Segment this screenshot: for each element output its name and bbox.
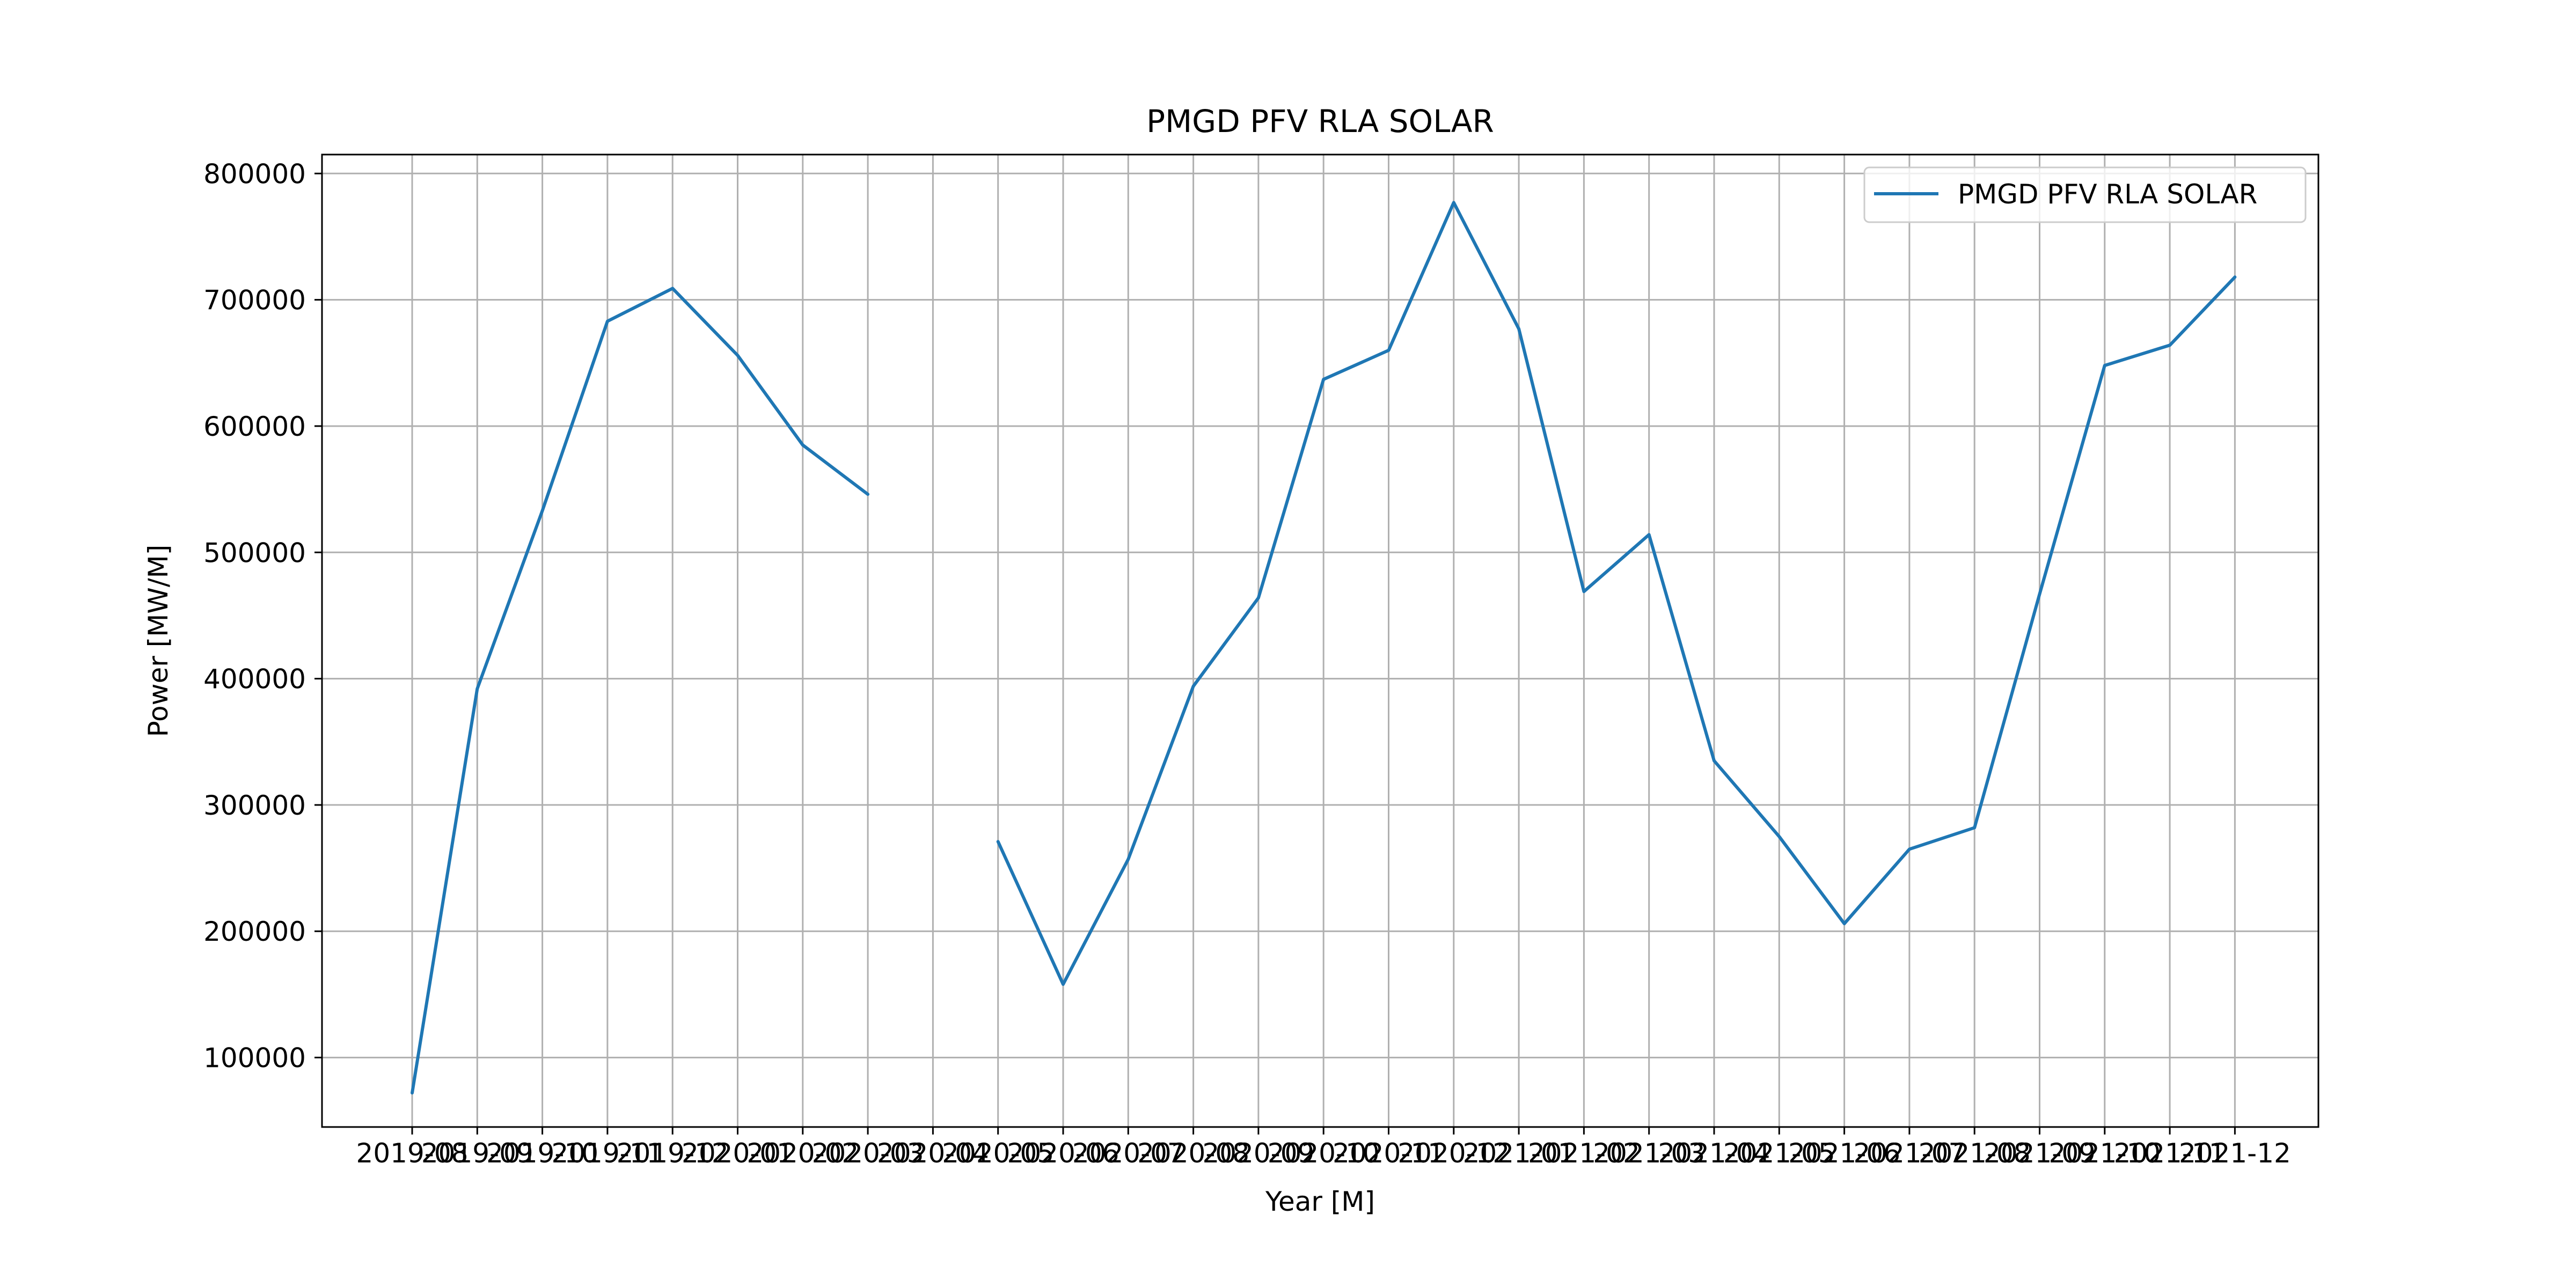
legend-box	[1863, 166, 2307, 223]
x-tick-label: 2020-03	[812, 1138, 924, 1169]
x-tick-label: 2019-12	[617, 1138, 729, 1169]
series-lines	[411, 201, 2237, 1095]
x-tick-label: 2021-06	[1788, 1138, 1900, 1169]
y-tick-label: 300000	[203, 790, 306, 821]
x-tick-label: 2021-02	[1528, 1138, 1640, 1169]
y-tick-label: 400000	[203, 664, 306, 695]
grid-lines	[322, 155, 2318, 1127]
x-axis-label: Year [M]	[1265, 1186, 1375, 1217]
x-tick-label: 2020-11	[1333, 1138, 1445, 1169]
x-tick-label: 2021-05	[1723, 1138, 1835, 1169]
axis-ticks: 2019-082019-092019-102019-112019-122020-…	[203, 158, 2291, 1169]
y-tick-label: 700000	[203, 285, 306, 316]
x-tick-label: 2021-10	[2048, 1138, 2161, 1169]
legend: PMGD PFV RLA SOLAR	[1863, 166, 2307, 223]
x-tick-label: 2021-03	[1593, 1138, 1705, 1169]
x-tick-label: 2020-08	[1137, 1138, 1249, 1169]
x-tick-label: 2019-09	[421, 1138, 533, 1169]
x-tick-label: 2021-01	[1463, 1138, 1575, 1169]
x-tick-label: 2021-12	[2179, 1138, 2291, 1169]
y-tick-label: 800000	[203, 158, 306, 189]
x-tick-label: 2020-07	[1072, 1138, 1184, 1169]
x-tick-label: 2020-04	[877, 1138, 989, 1169]
x-tick-label: 2021-09	[1984, 1138, 2096, 1169]
x-tick-label: 2019-10	[486, 1138, 598, 1169]
y-tick-label: 500000	[203, 537, 306, 568]
series-line-segment	[996, 201, 2237, 986]
x-tick-label: 2021-08	[1919, 1138, 2031, 1169]
y-tick-label: 100000	[203, 1043, 306, 1074]
legend-label: PMGD PFV RLA SOLAR	[1958, 179, 2257, 210]
y-axis-label: Power [MW/M]	[143, 545, 174, 737]
x-tick-label: 2020-10	[1268, 1138, 1380, 1169]
x-tick-label: 2020-02	[747, 1138, 859, 1169]
y-tick-label: 200000	[203, 916, 306, 947]
x-tick-label: 2020-09	[1202, 1138, 1314, 1169]
series-line-segment	[411, 287, 870, 1095]
chart-title: PMGD PFV RLA SOLAR	[1146, 103, 1494, 140]
x-tick-label: 2020-01	[682, 1138, 794, 1169]
x-tick-label: 2019-08	[356, 1138, 469, 1169]
x-tick-label: 2020-06	[1007, 1138, 1119, 1169]
x-tick-label: 2019-11	[551, 1138, 663, 1169]
y-tick-label: 600000	[203, 411, 306, 442]
x-tick-label: 2020-12	[1397, 1138, 1510, 1169]
x-tick-label: 2021-04	[1658, 1138, 1770, 1169]
x-tick-label: 2021-11	[2114, 1138, 2226, 1169]
x-tick-label: 2021-07	[1853, 1138, 1965, 1169]
x-tick-label: 2020-05	[942, 1138, 1054, 1169]
plot-frame	[321, 153, 2319, 1128]
